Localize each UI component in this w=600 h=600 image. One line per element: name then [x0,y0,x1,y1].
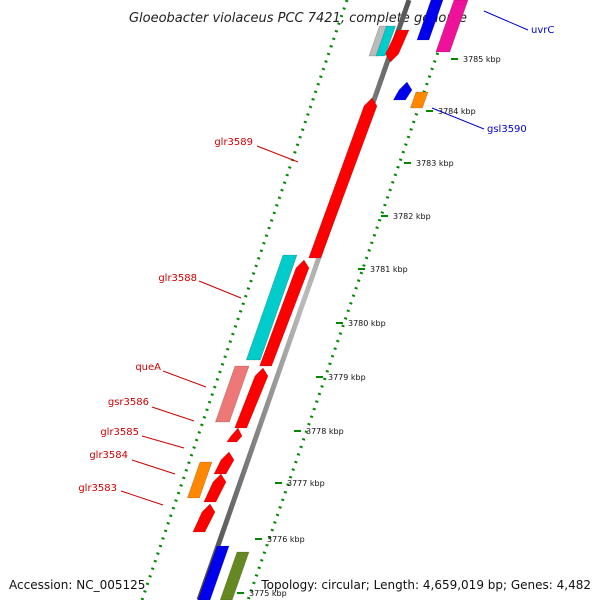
tick-label: 3785 kbp [463,55,501,64]
gene-feature-red[interactable] [385,29,410,63]
label-layer: glr3589 glr3588 queA gsr3586 glr3585 glr3584 g… [78,10,554,506]
gene-feature-orange[interactable] [186,461,213,499]
feature-layer [186,0,469,600]
gene-leader-line [431,107,485,130]
gene-label-glr3583[interactable]: glr3583 [78,483,117,494]
genome-backbone [196,0,412,600]
gene-feature-cyan[interactable] [245,254,298,361]
gene-leader-line [131,459,176,475]
gene-feature-red[interactable] [259,259,310,367]
tick-label: 3782 kbp [393,212,431,221]
gene-feature-red[interactable] [203,473,227,503]
gene-feature-red[interactable] [192,503,216,533]
tick-label: 3777 kbp [287,479,325,488]
gene-label-glr3585[interactable]: glr3585 [100,427,139,438]
gene-leader-line [151,406,195,422]
gene-label-glr3589[interactable]: glr3589 [214,137,253,148]
gene-feature-cyan[interactable] [375,25,396,57]
accession-text: Accession: NC_005125 [9,578,146,592]
gene-feature-magenta[interactable] [435,0,469,53]
gene-feature-blue[interactable] [392,81,413,101]
inner-dotted-ruler [140,0,349,600]
gene-label-gsl3590[interactable]: gsl3590 [487,124,527,135]
tick-label: 3775 kbp [249,589,287,598]
gene-feature-blue[interactable] [197,545,230,600]
gene-feature-red[interactable] [213,451,235,475]
gene-label-queA[interactable]: queA [135,362,161,373]
gene-leader-line [198,280,242,299]
tick-label: 3778 kbp [306,427,344,436]
gene-label-uvrC[interactable]: uvrC [531,25,554,36]
gene-leader-line [141,435,185,449]
gene-feature-red[interactable] [308,97,378,259]
gene-feature-olive[interactable] [219,551,250,600]
tick-label: 3783 kbp [416,159,454,168]
gene-feature-orange[interactable] [409,91,429,109]
gene-leader-line [483,10,529,31]
tick-label: 3780 kbp [348,319,386,328]
tick-label: 3779 kbp [328,373,366,382]
tick-label: 3781 kbp [370,265,408,274]
gene-feature-pink[interactable] [214,365,250,423]
tick-layer: 3785 kbp 3784 kbp 3783 kbp 3782 kbp 3781 kbp… [237,55,501,598]
topology-text: Topology: circular; Length: 4,659,019 bp… [261,578,591,592]
map-title: Gloeobacter violaceus PCC 7421, complete… [129,11,467,26]
gene-leader-line [120,490,164,506]
gene-label-glr3588[interactable]: glr3588 [158,273,197,284]
gene-label-glr3584[interactable]: glr3584 [89,450,128,461]
gene-label-gsr3586[interactable]: gsr3586 [108,397,149,408]
gene-feature-red[interactable] [234,367,269,429]
gene-leader-line [256,145,299,163]
gene-feature-red[interactable] [226,427,243,443]
gene-leader-line [162,370,207,388]
gene-feature-blue[interactable] [416,0,444,41]
tick-label: 3784 kbp [438,107,476,116]
tick-label: 3776 kbp [267,535,305,544]
